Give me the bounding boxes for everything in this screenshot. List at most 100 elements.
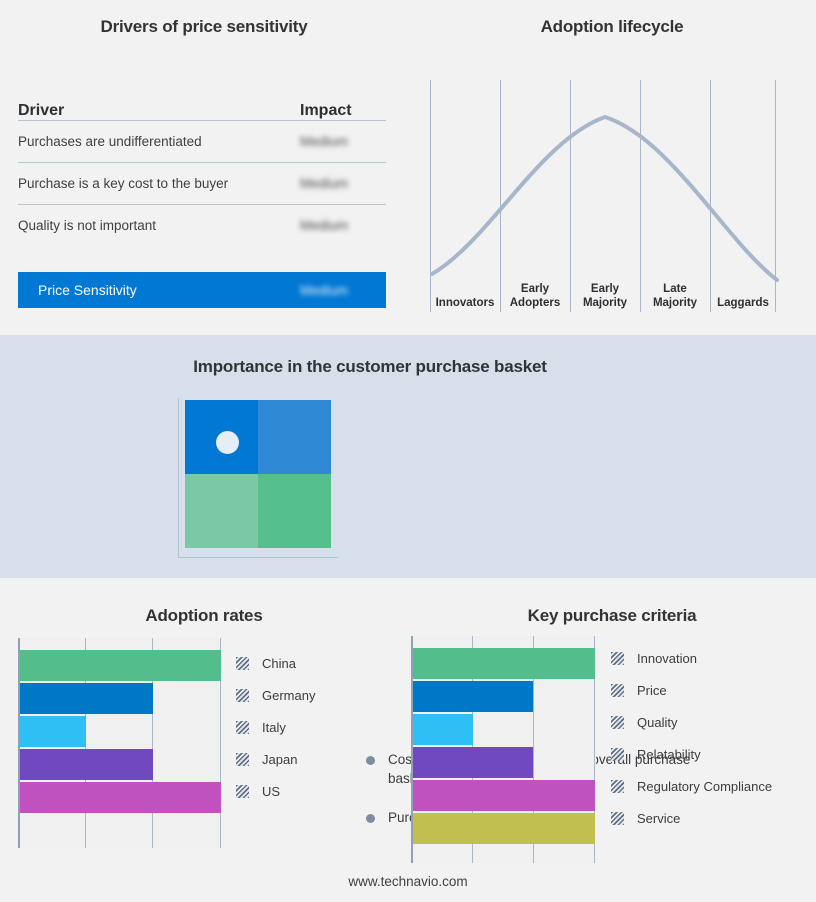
bar-germany — [20, 683, 153, 714]
lifecycle-stage-laggards: Laggards — [717, 297, 769, 309]
legend-item-label: Italy — [262, 719, 286, 735]
legend-swatch-icon — [611, 811, 624, 825]
bar-service — [413, 813, 595, 844]
bar-italy — [20, 716, 86, 747]
lifecycle-divider — [775, 80, 776, 312]
chart-gridline — [152, 638, 153, 848]
legend-swatch-icon — [611, 651, 624, 665]
purchase-basket-panel: Importance in the customer purchase bask… — [0, 335, 816, 825]
matrix-quadrant-bottom-left — [185, 474, 258, 548]
lifecycle-divider — [500, 80, 501, 312]
price-sensitivity-impact: Medium — [300, 283, 386, 298]
driver-label: Quality is not important — [18, 218, 157, 233]
lifecycle-stage-late-majority: Late Majority — [652, 283, 698, 309]
bullet-icon — [366, 814, 375, 823]
chart-gridline — [533, 636, 534, 863]
matrix-position-marker-dot — [216, 431, 239, 454]
legend-swatch-icon — [236, 656, 249, 670]
legend-swatch-icon — [611, 683, 624, 697]
lifecycle-panel: Adoption lifecycle Innovators Early Adop… — [408, 0, 816, 335]
legend-item: Innovation — [611, 642, 772, 674]
top-section: Drivers of price sensitivity Driver Impa… — [0, 0, 816, 335]
lifecycle-stage-early-adopters: Early Adopters — [509, 283, 561, 309]
impact-value-text: Medium — [300, 134, 349, 149]
column-header-impact: Impact — [300, 102, 352, 119]
matrix-x-axis — [178, 557, 338, 558]
legend-swatch-icon — [236, 720, 249, 734]
price-sensitivity-impact-text: Medium — [300, 282, 349, 298]
lifecycle-divider — [570, 80, 571, 312]
table-row: Purchase is a key cost to the buyer Medi… — [18, 163, 386, 205]
adoption-rates-legend: China Germany Italy Japan US — [236, 647, 315, 807]
legend-swatch-icon — [236, 752, 249, 766]
drivers-table: Driver Impact Purchases are undifferenti… — [18, 88, 386, 246]
matrix-quadrant-bottom-right — [258, 474, 331, 548]
legend-item-label: Service — [637, 810, 681, 826]
lifecycle-stage-innovators: Innovators — [435, 297, 495, 309]
legend-item-label: China — [262, 655, 296, 671]
footer-url: www.technavio.com — [348, 874, 468, 889]
adoption-rates-plot — [18, 638, 222, 848]
bottom-section: Adoption rates China Germany Ital — [0, 578, 816, 902]
column-header-driver: Driver — [18, 102, 65, 119]
impact-value-text: Medium — [300, 218, 349, 233]
table-header-row: Driver Impact — [18, 88, 386, 121]
impact-value: Medium — [300, 134, 386, 149]
chart-gridline — [594, 636, 595, 863]
table-row: Quality is not important Medium — [18, 205, 386, 246]
legend-swatch-icon — [236, 688, 249, 702]
lifecycle-title: Adoption lifecycle — [540, 17, 684, 36]
bar-us — [20, 782, 221, 813]
impact-value-text: Medium — [300, 176, 349, 191]
lifecycle-divider — [640, 80, 641, 312]
key-purchase-criteria-panel: Key purchase criteria Innovation Price — [408, 578, 816, 902]
key-purchase-criteria-plot — [411, 636, 596, 863]
matrix-y-axis — [178, 398, 179, 558]
legend-item: Regulatory Compliance — [611, 770, 772, 802]
chart-y-axis — [18, 638, 20, 848]
legend-swatch-icon — [611, 747, 624, 761]
matrix-quadrants — [185, 400, 331, 548]
legend-swatch-icon — [611, 779, 624, 793]
legend-swatch-icon — [611, 715, 624, 729]
legend-item-label: Price — [637, 682, 667, 698]
bar-japan — [20, 749, 153, 780]
bullet-icon — [366, 756, 375, 765]
legend-item: Italy — [236, 711, 315, 743]
legend-item-label: Relatability — [637, 746, 701, 762]
legend-item-label: Regulatory Compliance — [637, 778, 773, 794]
legend-item: Quality — [611, 706, 772, 738]
key-purchase-criteria-legend: Innovation Price Quality Relatability Re… — [611, 642, 772, 834]
drivers-panel: Drivers of price sensitivity Driver Impa… — [0, 0, 408, 335]
chart-gridline — [220, 638, 221, 848]
legend-item: Service — [611, 802, 772, 834]
lifecycle-divider — [430, 80, 431, 312]
legend-item-label: Innovation — [637, 650, 697, 666]
lifecycle-stage-labels: Innovators Early Adopters Early Majority… — [430, 272, 800, 312]
legend-item: Price — [611, 674, 772, 706]
purchase-basket-title: Importance in the customer purchase bask… — [193, 357, 547, 376]
impact-value: Medium — [300, 218, 386, 233]
chart-y-axis — [411, 636, 413, 863]
table-row: Purchases are undifferentiated Medium — [18, 121, 386, 163]
legend-swatch-icon — [236, 784, 249, 798]
driver-label: Purchase is a key cost to the buyer — [18, 176, 229, 191]
legend-item: Japan — [236, 743, 315, 775]
matrix-quadrant-top-right — [258, 400, 331, 474]
legend-item-label: Japan — [262, 751, 298, 767]
impact-value: Medium — [300, 176, 386, 191]
bar-china — [20, 650, 221, 681]
adoption-rates-panel: Adoption rates China Germany Ital — [0, 578, 408, 902]
legend-item: Relatability — [611, 738, 772, 770]
lifecycle-plot — [430, 80, 800, 312]
bar-quality — [413, 714, 473, 745]
driver-label: Purchases are undifferentiated — [18, 134, 202, 149]
bar-relatability — [413, 747, 533, 778]
legend-item-label: Germany — [262, 687, 316, 703]
legend-item: Germany — [236, 679, 315, 711]
legend-item-label: Quality — [637, 714, 678, 730]
bar-price — [413, 681, 533, 712]
price-sensitivity-label: Price Sensitivity — [38, 282, 137, 298]
adoption-rates-title: Adoption rates — [145, 606, 263, 625]
legend-item: China — [236, 647, 315, 679]
